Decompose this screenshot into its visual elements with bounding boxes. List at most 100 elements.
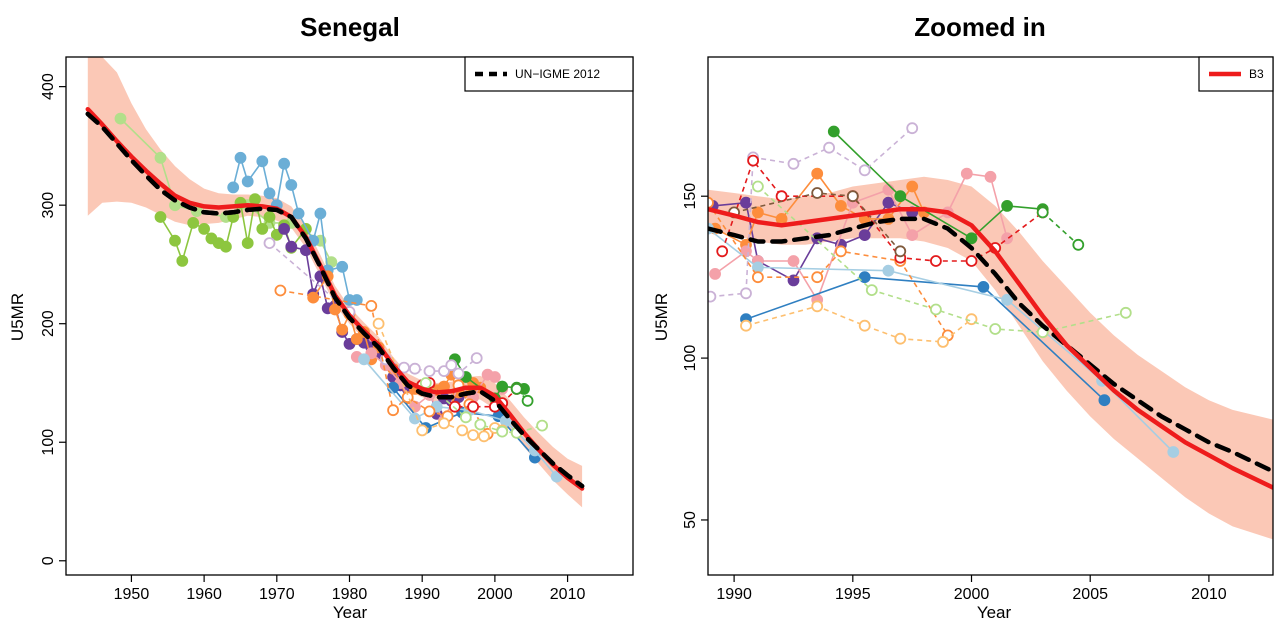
data-point (278, 222, 291, 235)
data-point (256, 155, 269, 168)
data-point (169, 234, 181, 247)
observation-line (745, 276, 1105, 401)
data-point (906, 122, 919, 135)
data-point (423, 405, 436, 418)
data-point (1098, 394, 1111, 407)
data-point (882, 183, 895, 196)
data-point (521, 394, 534, 407)
data-point (187, 216, 200, 229)
data-point (937, 335, 949, 348)
data-point (1001, 199, 1013, 212)
x-tick-label: 2005 (1072, 586, 1108, 603)
data-point (1036, 206, 1049, 219)
y-axis-label: U5MR (652, 293, 671, 341)
y-tick-label: 100 (682, 345, 699, 372)
data-point (930, 303, 942, 316)
plot-content (708, 122, 1273, 540)
data-point (350, 333, 363, 346)
data-point (227, 181, 240, 194)
x-tick-label: 1970 (259, 586, 295, 603)
data-point (496, 380, 509, 393)
data-point (1072, 238, 1085, 251)
y-axis-label: U5MR (8, 293, 27, 341)
data-point (708, 290, 717, 303)
data-point (977, 280, 990, 293)
data-point (1001, 293, 1013, 306)
data-point (965, 232, 978, 245)
data-point (438, 417, 450, 430)
data-point (219, 240, 232, 253)
data-point (263, 187, 276, 200)
data-point (408, 412, 421, 425)
data-point (307, 291, 320, 304)
data-point (234, 151, 247, 164)
uncertainty-band (708, 176, 1273, 540)
data-point (198, 222, 211, 235)
data-point (865, 284, 878, 297)
data-point (882, 196, 895, 209)
data-point (740, 196, 752, 209)
data-point (1167, 446, 1180, 458)
x-axis-label: Year (333, 603, 368, 622)
data-point (474, 418, 487, 431)
series-line-un-igme (708, 216, 1273, 474)
data-point (263, 237, 276, 250)
data-point (894, 245, 907, 258)
data-point (292, 207, 305, 220)
data-point (358, 353, 370, 366)
data-point (496, 425, 509, 438)
x-tick-label: 1980 (332, 586, 368, 603)
observation-line (714, 172, 925, 246)
data-point (827, 125, 840, 138)
y-tick-label: 100 (40, 429, 57, 456)
legend: UN−IGME 2012 (464, 56, 634, 92)
legend-label: UN−IGME 2012 (515, 67, 600, 81)
y-tick-label: 200 (40, 310, 57, 337)
data-point (930, 255, 942, 267)
data-point (709, 267, 721, 280)
data-point (550, 470, 563, 483)
data-point (154, 151, 167, 164)
data-point (811, 187, 824, 199)
x-tick-label: 2000 (477, 586, 513, 603)
x-tick-label: 1995 (835, 586, 871, 603)
data-point (467, 400, 480, 413)
data-point (989, 323, 1002, 335)
data-point (811, 167, 824, 180)
data-point (965, 255, 978, 267)
data-point (452, 367, 465, 380)
data-point (114, 112, 127, 125)
data-point (459, 411, 472, 424)
data-point (752, 180, 764, 193)
data-point (811, 300, 824, 313)
x-tick-label: 1990 (716, 586, 752, 603)
observation-line (733, 192, 901, 252)
data-point (263, 211, 276, 223)
data-point (752, 271, 764, 284)
data-point (478, 430, 490, 443)
data-point (906, 229, 919, 242)
x-tick-label: 2000 (954, 586, 990, 603)
x-axis-label: Year (977, 603, 1012, 622)
data-point (408, 362, 421, 375)
data-point (176, 254, 189, 267)
data-point (858, 271, 871, 284)
series-dark-blue (740, 271, 1111, 407)
observation-line (745, 305, 972, 343)
plot-frame (707, 56, 1274, 576)
plot-area: 1990 1995 2000 2005 2010 50 100 150 B3 (682, 56, 1274, 603)
y-tick-label: 150 (682, 183, 699, 210)
data-point (285, 179, 298, 191)
data-point (154, 211, 167, 223)
data-point (846, 190, 859, 203)
data-point (398, 361, 410, 374)
data-point (387, 381, 400, 394)
data-point (882, 264, 895, 277)
data-point (274, 284, 287, 297)
data-point (372, 317, 385, 330)
data-point (241, 175, 254, 188)
y-tick-label: 50 (682, 511, 699, 529)
data-point (752, 206, 764, 219)
data-point (747, 154, 759, 167)
data-point (285, 240, 298, 253)
